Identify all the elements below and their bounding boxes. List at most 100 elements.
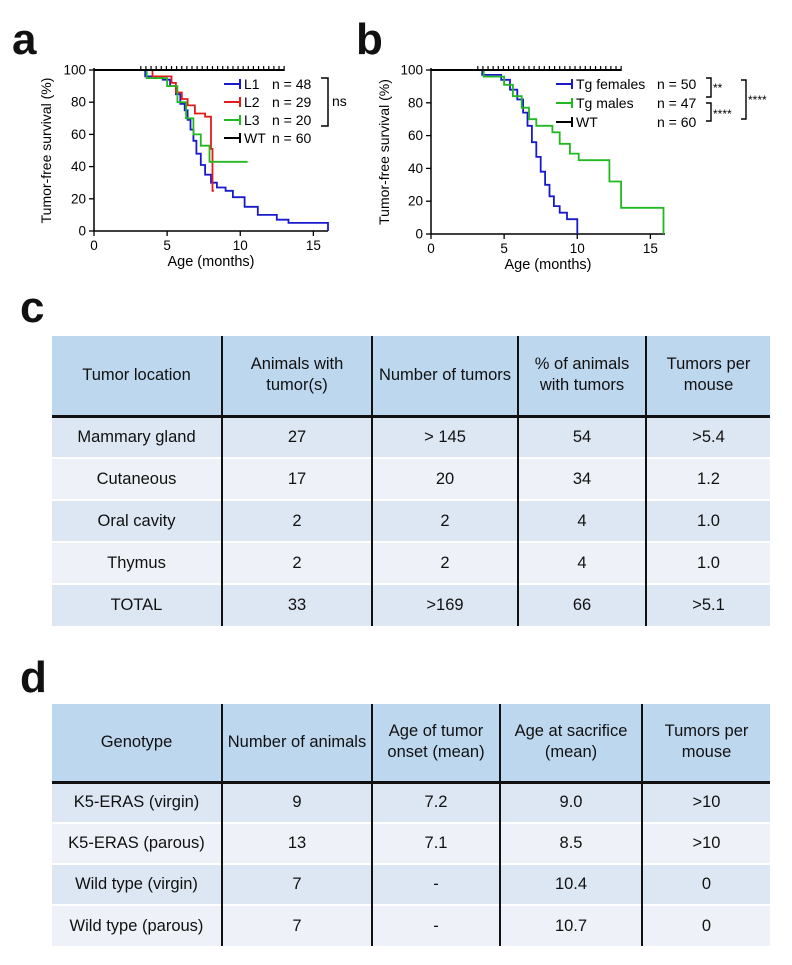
legend-n: n = 48 bbox=[272, 76, 312, 92]
significance-bracket bbox=[706, 102, 712, 122]
survival-chart-a: 0 20 40 60 80 100 0 5 10 15 Age (months) Tumor-free… bbox=[38, 63, 347, 271]
legend-label: WT bbox=[576, 114, 598, 130]
legend-n: n = 47 bbox=[657, 95, 697, 111]
cell: Wild type (parous) bbox=[52, 904, 222, 946]
panel-label-a: a bbox=[12, 15, 37, 64]
legend-label: L3 bbox=[244, 112, 260, 128]
cell: 2 bbox=[371, 541, 518, 584]
cell: 20 bbox=[371, 457, 518, 500]
y-tick-label: 60 bbox=[408, 128, 423, 143]
cell: K5-ERAS (parous) bbox=[52, 822, 222, 864]
legend-label: L2 bbox=[244, 94, 260, 110]
significance-label: **** bbox=[748, 93, 767, 107]
panel-label-d: d bbox=[20, 653, 47, 702]
cell: 54 bbox=[517, 415, 646, 458]
x-axis-label: Age (months) bbox=[167, 254, 254, 270]
cell: 34 bbox=[517, 457, 646, 500]
header-number-of-animals: Number of animals bbox=[221, 704, 372, 784]
genotype-table: Genotype Number of animals Age of tumor … bbox=[52, 704, 770, 946]
significance-bracket bbox=[741, 79, 747, 120]
cell: 7 bbox=[221, 904, 372, 946]
table-row: Mammary gland 27 > 145 54 >5.4 bbox=[52, 415, 770, 458]
y-tick-label: 20 bbox=[408, 194, 423, 209]
y-tick-label: 80 bbox=[71, 95, 86, 110]
cell: >5.4 bbox=[645, 415, 770, 458]
legend-n: n = 20 bbox=[272, 112, 312, 128]
table-row: Cutaneous 17 20 34 1.2 bbox=[52, 457, 770, 500]
y-tick-label: 100 bbox=[400, 63, 423, 78]
significance-bracket bbox=[706, 77, 712, 98]
x-tick-label: 5 bbox=[163, 238, 171, 253]
cell: 27 bbox=[221, 415, 372, 458]
cell: - bbox=[371, 863, 500, 905]
cell: K5-ERAS (virgin) bbox=[52, 781, 222, 823]
significance-label: **** bbox=[713, 107, 732, 121]
x-tick-label: 10 bbox=[233, 238, 248, 253]
cell: >10 bbox=[641, 781, 770, 823]
table-row: K5-ERAS (virgin) 9 7.2 9.0 >10 bbox=[52, 781, 770, 823]
tumor-location-table: Tumor location Animals with tumor(s) Num… bbox=[52, 336, 770, 626]
legend-label: Tg males bbox=[576, 95, 634, 111]
cell: 1.0 bbox=[645, 541, 770, 584]
header-genotype: Genotype bbox=[52, 704, 222, 784]
x-tick-label: 10 bbox=[570, 241, 585, 256]
cell: 2 bbox=[221, 499, 372, 542]
cell: 7 bbox=[221, 863, 372, 905]
series-line-l2 bbox=[94, 69, 214, 192]
cell: 7.2 bbox=[371, 781, 500, 823]
header-tumors-per-mouse: Tumors per mouse bbox=[641, 704, 770, 784]
cell: 0 bbox=[641, 863, 770, 905]
header-number-of-tumors: Number of tumors bbox=[371, 336, 518, 418]
header-age-of-onset: Age of tumor onset (mean) bbox=[371, 704, 500, 784]
header-animals-with-tumors: Animals with tumor(s) bbox=[221, 336, 372, 418]
cell: 33 bbox=[221, 583, 372, 626]
cell: Mammary gland bbox=[52, 415, 222, 458]
y-axis-label: Tumor-free survival (%) bbox=[38, 78, 54, 224]
survival-chart-b: 0 20 40 60 80 100 0 5 10 15 Age (months) Tumor-free… bbox=[376, 63, 767, 274]
cell: TOTAL bbox=[52, 583, 222, 626]
legend-n: n = 60 bbox=[272, 130, 312, 146]
y-tick-label: 80 bbox=[408, 95, 423, 110]
cell: 9.0 bbox=[499, 781, 642, 823]
cell: 4 bbox=[517, 541, 646, 584]
cell: 1.0 bbox=[645, 499, 770, 542]
legend-label: L1 bbox=[244, 76, 260, 92]
table-row: TOTAL 33 >169 66 >5.1 bbox=[52, 583, 770, 626]
cell: 8.5 bbox=[499, 822, 642, 864]
cell: >5.1 bbox=[645, 583, 770, 626]
cell: 2 bbox=[371, 499, 518, 542]
table-row: Thymus 2 2 4 1.0 bbox=[52, 541, 770, 584]
y-tick-label: 0 bbox=[415, 227, 423, 242]
y-tick-label: 60 bbox=[71, 127, 86, 142]
significance-label: ns bbox=[332, 93, 347, 109]
cell: >10 bbox=[641, 822, 770, 864]
cell: 2 bbox=[221, 541, 372, 584]
x-tick-label: 15 bbox=[643, 241, 658, 256]
significance-label: ** bbox=[713, 81, 723, 95]
series-line-tg-males bbox=[431, 69, 665, 234]
table-row: K5-ERAS (parous) 13 7.1 8.5 >10 bbox=[52, 822, 770, 864]
cell: Oral cavity bbox=[52, 499, 222, 542]
legend-n: n = 29 bbox=[272, 94, 312, 110]
legend-label: Tg females bbox=[576, 76, 645, 92]
cell: Wild type (virgin) bbox=[52, 863, 222, 905]
x-tick-label: 5 bbox=[500, 241, 508, 256]
panel-label-b: b bbox=[356, 15, 383, 64]
panel-label-c: c bbox=[20, 283, 45, 332]
cell: Thymus bbox=[52, 541, 222, 584]
table-row: Wild type (parous) 7 - 10.7 0 bbox=[52, 904, 770, 946]
cell: 10.4 bbox=[499, 863, 642, 905]
series-line-tg-females bbox=[431, 69, 579, 234]
y-tick-label: 0 bbox=[78, 224, 86, 239]
significance-bracket bbox=[321, 77, 329, 127]
legend-label: WT bbox=[244, 130, 266, 146]
y-tick-label: 100 bbox=[63, 63, 86, 78]
cell: Cutaneous bbox=[52, 457, 222, 500]
header-percent-with-tumors: % of animals with tumors bbox=[517, 336, 646, 418]
cell: 10.7 bbox=[499, 904, 642, 946]
cell: >169 bbox=[371, 583, 518, 626]
y-tick-label: 40 bbox=[408, 161, 423, 176]
table-row: Wild type (virgin) 7 - 10.4 0 bbox=[52, 863, 770, 905]
cell: 13 bbox=[221, 822, 372, 864]
header-tumors-per-mouse: Tumors per mouse bbox=[645, 336, 770, 418]
